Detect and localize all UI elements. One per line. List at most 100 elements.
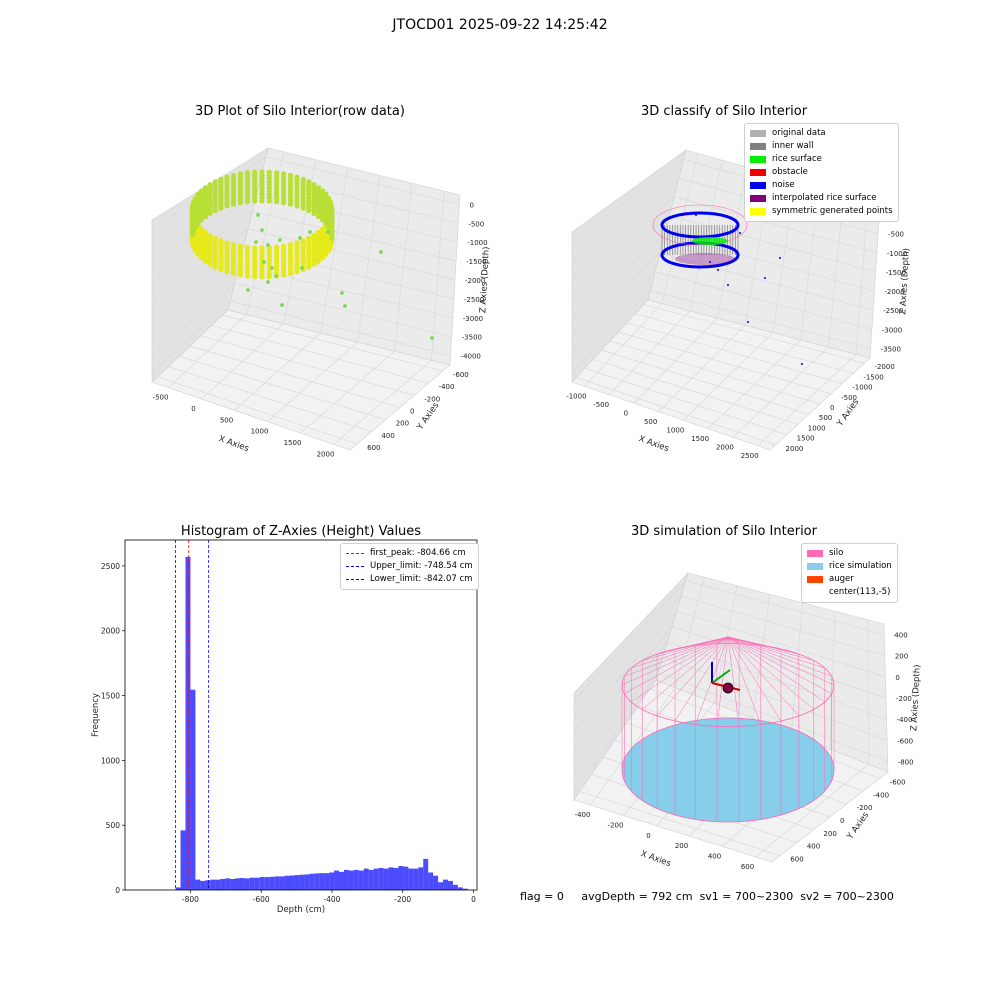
wall-point [189,232,195,238]
grid-line-y [579,791,781,856]
wall-point [218,266,224,273]
histogram-bar [348,870,354,890]
wall-point [230,270,237,277]
noise-point [717,269,719,271]
y-tick-label: 0 [115,886,120,895]
x-tick-label: 500 [220,416,233,424]
grid-line-y [626,322,843,384]
y-tick-label: 500 [106,821,121,830]
grid-line-z [573,595,682,717]
scatter-point [343,304,347,308]
histogram-bar [264,877,270,890]
grid-line-z [571,215,670,298]
grid-line-y [200,335,415,396]
scatter-point [308,230,312,234]
noise-point [727,284,729,286]
histogram-bar [200,880,206,890]
legend-label: center(113,-5) [829,587,891,597]
noise-point [739,232,741,234]
wall-point [212,264,218,270]
legend-item: noise [750,179,893,192]
histogram-bar [363,868,369,890]
grid-line-y [157,376,358,445]
histogram-bar [239,878,245,890]
floor-pane [571,299,871,451]
histogram-bar [284,875,290,890]
scatter-point [340,291,344,295]
z-axis-label: Z Axies (Depth) [898,248,911,315]
histogram-bar [210,879,216,890]
figure-title: JTOCD01 2025-09-22 14:25:42 [392,17,608,33]
silo-roof-line [727,636,740,644]
histogram-bar [244,878,250,890]
y-tick-label: 0 [410,408,414,416]
legend-swatch [750,156,766,163]
y-axis-label: Frequency [91,693,101,737]
x-tick-label: -500 [153,394,169,402]
x-tick-label: 0 [471,895,476,904]
silo-roof-line [727,636,814,710]
legend-label: interpolated rice surface [772,193,877,203]
wall-point [326,247,332,254]
legend-swatch [346,553,364,554]
grid-line-z [573,610,677,732]
legend-swatch [807,550,823,557]
simulation-legend: silo rice simulation auger center(113,-5) [801,543,898,603]
y-tick-label: 500 [819,414,832,422]
histogram-bar [378,867,384,890]
silo-roof-line [674,636,729,722]
grid-line-z [573,580,686,701]
z-tick-label: -500 [888,231,904,239]
x-tick-label: 0 [624,409,628,417]
histogram-bar [235,878,240,890]
y-tick-label: -600 [890,778,906,786]
grid-line-z [571,271,656,355]
rice-simulation-surface [621,717,835,823]
legend-item: interpolated rice surface [750,192,893,205]
grid-line-z [573,672,659,793]
legend-swatch [807,563,823,570]
x-tick-label: 2500 [741,452,759,460]
grid-line-y [601,349,809,415]
z-tick-label: -2500 [883,307,903,315]
wall-point [323,251,329,257]
histogram-bar [299,874,305,890]
histogram-bar [249,877,255,890]
wall-point [252,198,258,204]
grid-line-y [576,377,776,446]
histogram-bar [220,878,226,890]
x-tick-label: -500 [593,401,609,409]
grid-line-z [234,282,452,338]
legend-label: noise [772,180,795,190]
legend-swatch [750,130,766,137]
status-footer: flag = 0 avgDepth = 792 cm sv1 = 700~230… [520,890,894,903]
wall-point [244,199,250,205]
grid-line-z [571,290,651,373]
x-tick-label: 600 [741,863,754,871]
scatter-point [256,213,260,217]
histogram-bar [225,878,231,890]
scatter-point [300,266,304,270]
legend-item: rice simulation [807,560,892,573]
wall-point [329,240,335,246]
z-tick-label: -3500 [462,334,482,342]
legend-item: Upper_limit: -748.54 cm [346,560,473,573]
wall-point [207,210,213,216]
grid-line-z [230,300,451,356]
histogram-bar [294,875,300,890]
silo-top-ring [621,642,835,727]
histogram-chart: -800 -600 -400 -200 0 0 500 1000 1500 2000 2500 Dep… [91,539,478,915]
z-axis-label: Z Axies (Depth) [478,246,491,313]
grid-line-z [571,252,661,336]
histogram-bar [185,556,191,890]
legend-label: inner wall [772,141,814,151]
silo-outline [652,204,748,246]
histogram-bar [339,871,344,890]
grid-line-y [168,366,372,433]
x-tick-label: -200 [394,895,411,904]
scatter-point [254,240,258,244]
histogram-bar [398,866,404,890]
silo-roof-line [631,636,729,669]
wall-point [316,258,322,264]
y-tick-label: 2500 [101,562,120,571]
